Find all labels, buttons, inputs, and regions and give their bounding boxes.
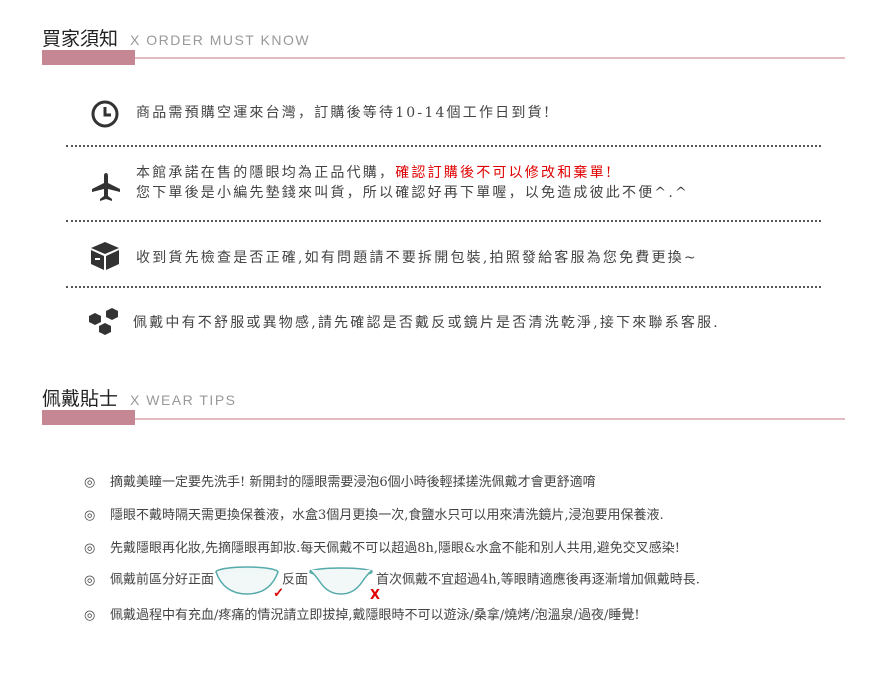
lens-reversed-image: X xyxy=(308,565,380,603)
bullet-icon: ◎ xyxy=(84,572,96,588)
tip-text: 佩戴前區分好正面 xyxy=(110,572,215,588)
notice-text-part: 本館承諾在售的隱眼均為正品代購， xyxy=(136,165,396,181)
section1-divider xyxy=(135,57,845,59)
section2-header: 佩戴貼士 X WEAR TIPS xyxy=(42,384,237,411)
tip-item: ◎ 隱眼不戴時隔天需更換保養液，水盒3個月更換一次,食鹽水只可以用來清洗鏡片,浸泡… xyxy=(84,504,664,523)
airplane-icon xyxy=(92,173,120,201)
notice-text: 本館承諾在售的隱眼均為正品代購，確認訂購後不可以修改和棄單! xyxy=(136,162,614,182)
section2-accent-bar xyxy=(42,410,135,425)
section1-title: 買家須知 xyxy=(42,28,119,50)
dotted-divider xyxy=(66,286,821,288)
cubes-icon xyxy=(89,308,118,335)
section2-subtitle: X WEAR TIPS xyxy=(130,392,237,408)
cross-icon: X xyxy=(370,588,381,603)
notice-text: 商品需預購空運來台灣，訂購後等待10-14個工作日到貨! xyxy=(136,105,552,121)
lens-correct-image: ✓ xyxy=(214,565,284,601)
check-icon: ✓ xyxy=(273,586,285,601)
bullet-icon: ◎ xyxy=(84,508,96,523)
bullet-icon: ◎ xyxy=(84,608,96,623)
warning-text: 確認訂購後不可以修改和棄單! xyxy=(395,165,614,181)
notice-text: 佩戴中有不舒服或異物感,請先確認是否戴反或鏡片是否清洗乾淨,接下來聯系客服. xyxy=(133,315,720,331)
bullet-icon: ◎ xyxy=(84,475,96,490)
tip-text: 首次佩戴不宜超過4h,等眼睛適應後再逐漸增加佩戴時長. xyxy=(376,572,700,588)
bullet-icon: ◎ xyxy=(84,541,96,556)
notice-text: 您下單後是小編先墊錢來叫貨，所以確認好再下單喔，以免造成彼此不便^.^ xyxy=(136,185,689,201)
tip-text: 反面 xyxy=(282,572,309,588)
tip-item: ◎ 摘戴美瞳一定要先洗手! 新開封的隱眼需要浸泡6個小時後輕揉搓洗佩戴才會更舒適唷 xyxy=(84,471,596,490)
clock-icon xyxy=(91,100,119,128)
section2-divider xyxy=(135,418,845,420)
tip-item: ◎ 佩戴過程中有充血/疼痛的情況請立即拔掉,戴隱眼時不可以遊泳/桑拿/燒烤/泡溫泉… xyxy=(84,604,640,623)
tip-item: ◎ 佩戴前區分好正面 ✓ 反面 X 首次佩戴不宜超過4h,等眼睛適應後再逐漸增加佩戴時長. xyxy=(84,565,700,603)
section1-subtitle: X ORDER MUST KNOW xyxy=(130,32,311,48)
tip-text: 先戴隱眼再化妝,先摘隱眼再卸妝.每天佩戴不可以超過8h,隱眼&水盒不能和別人共用… xyxy=(110,541,680,556)
notice-text: 收到貨先檢查是否正確,如有問題請不要拆開包裝,拍照發給客服為您免費更換~ xyxy=(136,250,698,266)
section1-accent-bar xyxy=(42,50,135,65)
dotted-divider xyxy=(66,220,821,222)
tip-text: 摘戴美瞳一定要先洗手! 新開封的隱眼需要浸泡6個小時後輕揉搓洗佩戴才會更舒適唷 xyxy=(110,475,596,490)
box-icon xyxy=(91,242,119,270)
tip-text: 隱眼不戴時隔天需更換保養液，水盒3個月更換一次,食鹽水只可以用來清洗鏡片,浸泡要… xyxy=(110,508,664,523)
dotted-divider xyxy=(66,145,821,147)
section1-header: 買家須知 X ORDER MUST KNOW xyxy=(42,24,310,51)
section2-title: 佩戴貼士 xyxy=(42,388,119,410)
tip-text: 佩戴過程中有充血/疼痛的情況請立即拔掉,戴隱眼時不可以遊泳/桑拿/燒烤/泡溫泉/… xyxy=(110,608,640,623)
tip-item: ◎ 先戴隱眼再化妝,先摘隱眼再卸妝.每天佩戴不可以超過8h,隱眼&水盒不能和別人共… xyxy=(84,537,680,556)
